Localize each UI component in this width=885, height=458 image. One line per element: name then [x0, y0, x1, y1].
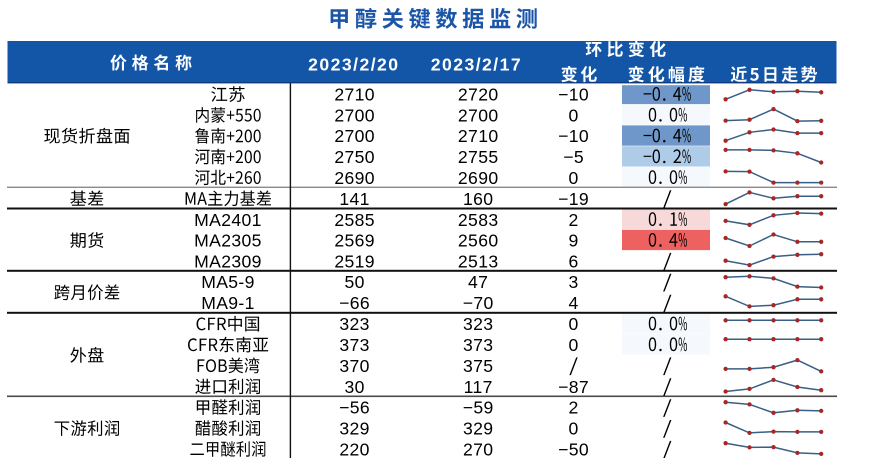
svg-text:2569: 2569: [334, 231, 375, 251]
svg-text:MA2401: MA2401: [194, 210, 262, 230]
svg-text:0: 0: [569, 168, 579, 188]
svg-text:9: 9: [569, 231, 579, 251]
svg-text:0: 0: [569, 335, 579, 355]
svg-text:323: 323: [463, 314, 493, 334]
svg-text:2690: 2690: [458, 168, 499, 188]
svg-text:−10: −10: [558, 85, 589, 105]
svg-text:MA9-1: MA9-1: [201, 293, 255, 313]
svg-text:329: 329: [339, 419, 369, 439]
svg-text:2750: 2750: [334, 147, 375, 167]
svg-text:−59: −59: [463, 398, 494, 418]
svg-text:2710: 2710: [334, 85, 375, 105]
svg-text:6: 6: [569, 251, 579, 271]
svg-text:329: 329: [463, 419, 493, 439]
svg-text:MA2305: MA2305: [194, 231, 262, 251]
svg-text:−5: −5: [563, 147, 584, 167]
svg-text:4: 4: [569, 293, 579, 313]
svg-text:373: 373: [339, 335, 369, 355]
svg-text:3: 3: [569, 272, 579, 292]
svg-text:220: 220: [339, 439, 369, 458]
svg-text:0: 0: [569, 105, 579, 125]
svg-text:50: 50: [344, 272, 364, 292]
svg-text:0: 0: [569, 419, 579, 439]
svg-text:30: 30: [344, 377, 364, 397]
svg-text:160: 160: [463, 189, 493, 209]
svg-text:2700: 2700: [458, 105, 499, 125]
svg-text:2583: 2583: [458, 210, 499, 230]
svg-text:−70: −70: [463, 293, 494, 313]
svg-text:375: 375: [463, 356, 493, 376]
svg-text:−56: −56: [339, 398, 370, 418]
svg-text:117: 117: [464, 377, 493, 397]
svg-text:141: 141: [339, 189, 369, 209]
svg-text:−19: −19: [558, 189, 589, 209]
svg-text:MA5-9: MA5-9: [201, 272, 255, 292]
svg-text:2: 2: [569, 398, 579, 418]
svg-text:2700: 2700: [334, 105, 375, 125]
svg-text:2023/2/17: 2023/2/17: [431, 55, 521, 75]
svg-text:−10: −10: [558, 126, 589, 146]
svg-text:2513: 2513: [458, 251, 499, 271]
svg-text:2755: 2755: [458, 147, 499, 167]
svg-text:373: 373: [463, 335, 493, 355]
svg-text:2585: 2585: [334, 210, 375, 230]
svg-text:−66: −66: [339, 293, 370, 313]
svg-text:2690: 2690: [334, 168, 375, 188]
svg-text:−87: −87: [558, 377, 589, 397]
svg-text:2560: 2560: [458, 231, 499, 251]
svg-text:47: 47: [468, 272, 488, 292]
svg-text:2: 2: [569, 210, 579, 230]
svg-text:MA2309: MA2309: [194, 251, 262, 271]
svg-text:0: 0: [569, 314, 579, 334]
svg-text:370: 370: [339, 356, 369, 376]
svg-text:2710: 2710: [458, 126, 499, 146]
svg-text:2700: 2700: [334, 126, 375, 146]
svg-text:323: 323: [339, 314, 369, 334]
svg-text:−50: −50: [558, 439, 589, 458]
svg-text:2023/2/20: 2023/2/20: [308, 55, 398, 75]
svg-text:270: 270: [463, 439, 493, 458]
svg-text:2720: 2720: [458, 85, 499, 105]
svg-text:2519: 2519: [334, 251, 375, 271]
